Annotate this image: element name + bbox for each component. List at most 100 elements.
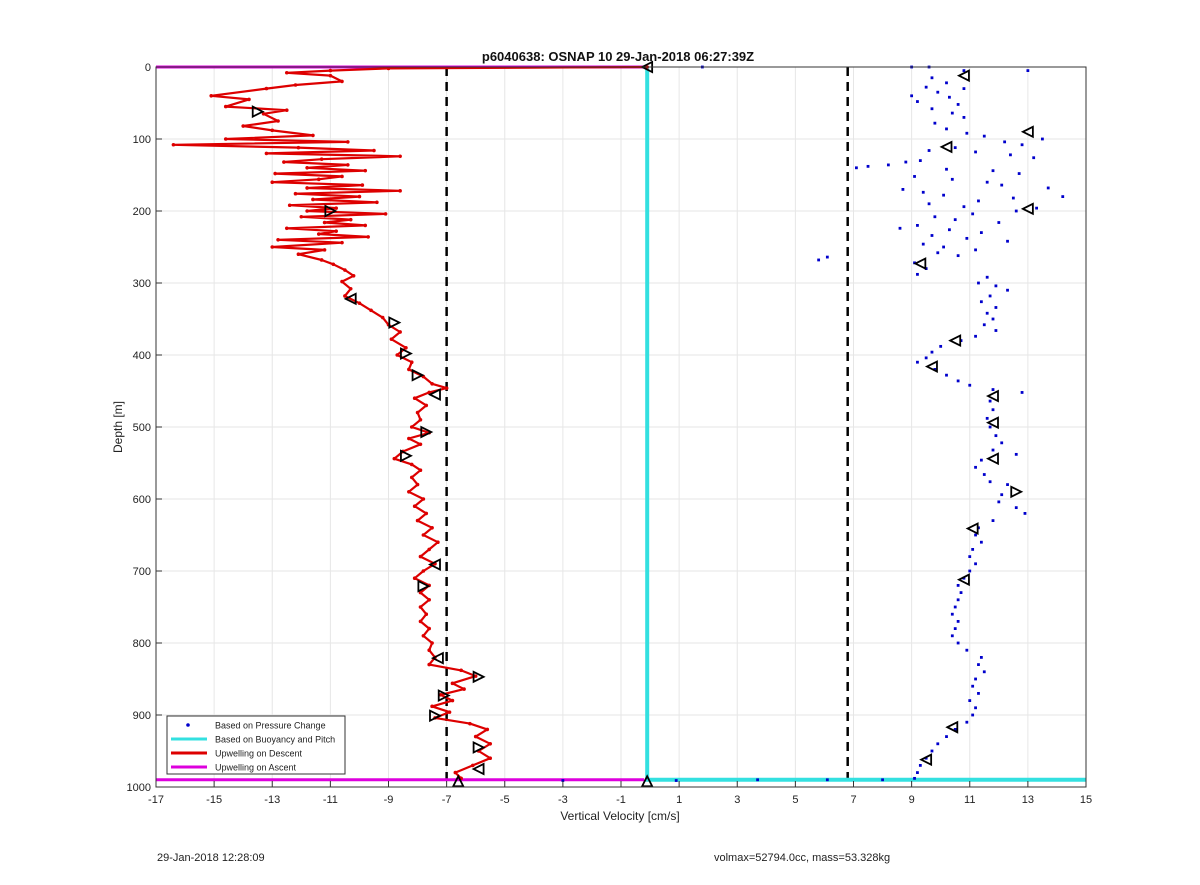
descent-point xyxy=(209,94,214,98)
pressure-point xyxy=(1006,239,1009,243)
pressure-point xyxy=(974,150,977,154)
y-tick-label: 0 xyxy=(145,62,151,74)
pressure-point xyxy=(997,221,1001,224)
descent-point xyxy=(372,148,376,153)
triangle-marker xyxy=(1020,202,1034,216)
descent-point xyxy=(485,727,490,732)
pressure-point xyxy=(968,555,972,558)
pressure-point xyxy=(953,218,957,222)
pressure-point xyxy=(866,164,870,168)
footer-timestamp: 29-Jan-2018 12:28:09 xyxy=(157,852,265,864)
pressure-point xyxy=(994,284,998,288)
descent-point xyxy=(305,186,309,190)
descent-point xyxy=(415,482,420,487)
descent-point xyxy=(296,252,301,256)
pressure-point xyxy=(1020,143,1024,147)
triangle-marker xyxy=(919,753,933,767)
descent-point xyxy=(284,108,289,112)
descent-point xyxy=(473,674,478,678)
legend-label: Based on Pressure Change xyxy=(215,721,326,731)
pressure-point xyxy=(956,103,960,106)
y-tick-label: 500 xyxy=(133,422,151,434)
pressure-point xyxy=(953,627,957,630)
pressure-point xyxy=(962,205,966,209)
pressure-point xyxy=(950,634,954,638)
pressure-point xyxy=(916,224,919,227)
pressure-point xyxy=(994,306,998,309)
triangle-marker xyxy=(471,762,485,776)
pressure-point xyxy=(945,373,948,377)
triangle-marker xyxy=(417,579,431,593)
descent-point xyxy=(348,217,353,222)
descent-point xyxy=(409,462,414,467)
pressure-point xyxy=(988,425,992,429)
descent-point xyxy=(305,166,309,170)
descent-point xyxy=(424,403,429,408)
descent-point xyxy=(331,262,336,267)
pressure-point xyxy=(953,728,957,731)
pressure-point xyxy=(979,300,983,304)
descent-point xyxy=(322,248,327,252)
pressure-point xyxy=(561,779,565,782)
pressure-point xyxy=(979,458,983,462)
descent-point xyxy=(407,436,411,441)
pressure-point xyxy=(924,85,928,89)
pressure-point xyxy=(971,548,975,551)
y-tick-label: 900 xyxy=(133,710,151,722)
triangle-marker xyxy=(427,388,441,402)
descent-point xyxy=(346,163,350,167)
descent-point xyxy=(488,742,493,746)
y-tick-label: 800 xyxy=(133,638,151,650)
pressure-point xyxy=(982,134,986,138)
triangle-marker xyxy=(472,670,486,684)
descent-point xyxy=(453,770,458,775)
y-tick-label: 400 xyxy=(133,350,151,362)
descent-point xyxy=(348,286,353,291)
descent-point xyxy=(444,386,449,390)
pressure-point xyxy=(1020,391,1024,394)
descent-point xyxy=(427,662,431,667)
pressure-point xyxy=(924,756,928,760)
descent-point xyxy=(357,301,362,305)
x-tick-label: 3 xyxy=(734,794,740,806)
pressure-point xyxy=(942,245,945,249)
pressure-point xyxy=(942,193,945,197)
y-axis-label: Depth [m] xyxy=(111,401,125,453)
pressure-point xyxy=(988,399,992,403)
descent-point xyxy=(488,756,493,760)
triangle-marker xyxy=(985,416,999,430)
pressure-point xyxy=(825,255,829,259)
pressure-point xyxy=(948,228,951,232)
descent-point xyxy=(418,442,423,447)
pressure-point xyxy=(956,598,960,602)
pressure-point xyxy=(933,121,937,125)
descent-point xyxy=(421,497,426,501)
pressure-point xyxy=(950,612,954,616)
pressure-point xyxy=(974,533,977,537)
descent-point xyxy=(276,119,280,123)
pressure-point xyxy=(956,379,960,383)
descent-point xyxy=(412,576,417,580)
x-tick-label: 7 xyxy=(850,794,856,806)
pressure-point xyxy=(927,202,931,206)
descent-point xyxy=(328,73,333,78)
pressure-point xyxy=(950,177,954,181)
pressure-point xyxy=(977,199,980,203)
pressure-point xyxy=(974,562,977,566)
pressure-point xyxy=(1000,183,1004,187)
descent-point xyxy=(340,240,344,245)
pressure-point xyxy=(965,131,969,135)
triangle-marker xyxy=(411,368,425,382)
descent-point xyxy=(264,151,269,156)
descent-point xyxy=(470,763,475,768)
descent-point xyxy=(369,308,373,313)
triangle-marker xyxy=(437,689,451,703)
triangle-marker xyxy=(985,389,999,403)
x-tick-label: -7 xyxy=(442,794,452,806)
pressure-point xyxy=(930,76,934,80)
y-tick-label: 600 xyxy=(133,494,151,506)
descent-point xyxy=(223,137,228,141)
pressure-point xyxy=(968,699,972,702)
triangle-marker xyxy=(388,316,402,330)
pressure-point xyxy=(968,569,972,573)
